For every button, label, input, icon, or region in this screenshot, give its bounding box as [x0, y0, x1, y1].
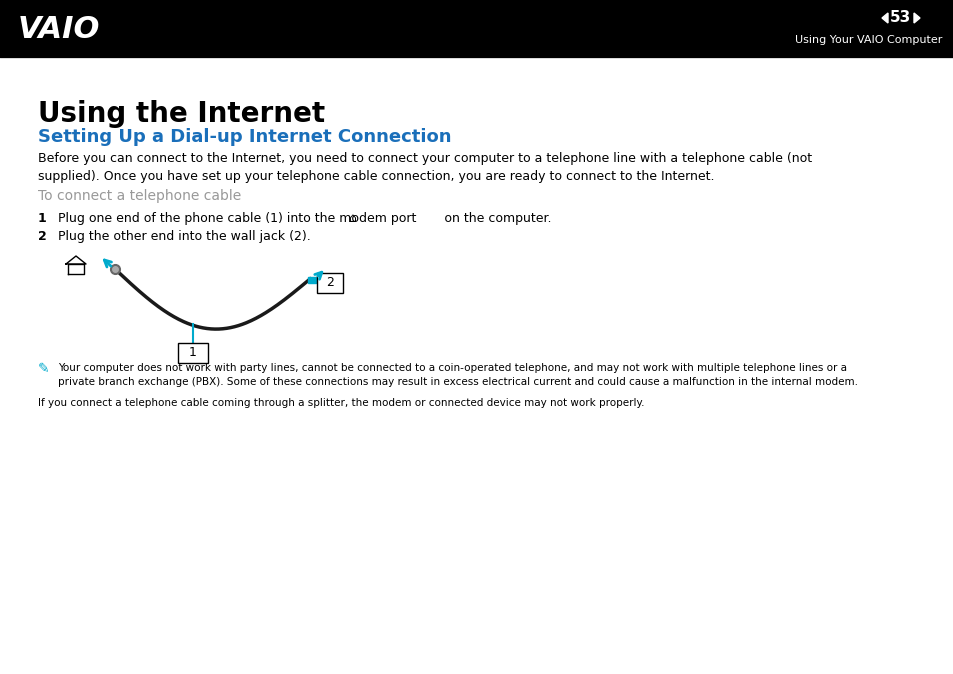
Text: Your computer does not work with party lines, cannot be connected to a coin-oper: Your computer does not work with party l…	[58, 363, 857, 387]
Polygon shape	[913, 13, 919, 23]
Text: ⌂: ⌂	[348, 212, 355, 225]
Text: Setting Up a Dial-up Internet Connection: Setting Up a Dial-up Internet Connection	[38, 128, 451, 146]
Text: 53: 53	[888, 11, 910, 26]
Text: ✎: ✎	[38, 362, 50, 376]
Text: VAIO: VAIO	[18, 16, 100, 44]
Text: Before you can connect to the Internet, you need to connect your computer to a t: Before you can connect to the Internet, …	[38, 152, 811, 183]
Text: Plug one end of the phone cable (1) into the modem port       on the computer.: Plug one end of the phone cable (1) into…	[58, 212, 551, 225]
FancyBboxPatch shape	[316, 273, 343, 293]
Text: 1: 1	[189, 346, 196, 359]
Text: Using Your VAIO Computer: Using Your VAIO Computer	[794, 35, 941, 45]
Polygon shape	[882, 13, 887, 23]
Bar	[308, 277, 315, 283]
Text: To connect a telephone cable: To connect a telephone cable	[38, 189, 241, 203]
FancyBboxPatch shape	[178, 343, 208, 363]
Text: 2: 2	[38, 230, 47, 243]
Text: Plug the other end into the wall jack (2).: Plug the other end into the wall jack (2…	[58, 230, 311, 243]
Text: 1: 1	[38, 212, 47, 225]
Text: Using the Internet: Using the Internet	[38, 100, 325, 128]
Text: 2: 2	[326, 276, 334, 290]
Bar	[0, 0, 953, 58]
Text: If you connect a telephone cable coming through a splitter, the modem or connect: If you connect a telephone cable coming …	[38, 398, 644, 408]
